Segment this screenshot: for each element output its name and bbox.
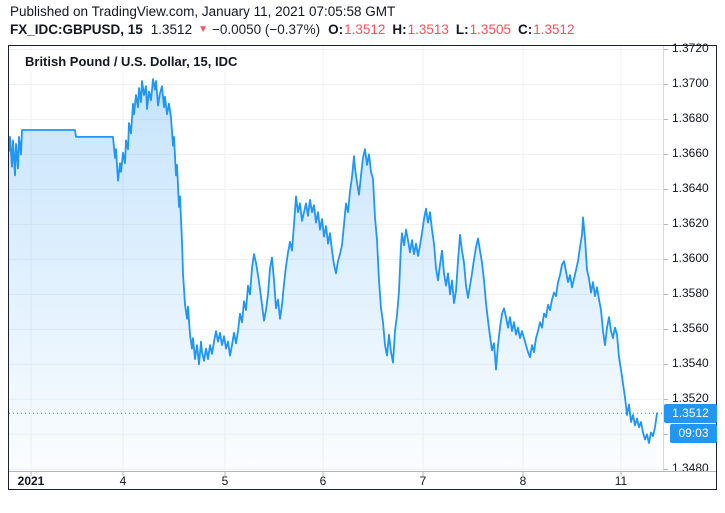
x-axis-tick <box>620 472 622 476</box>
area-series-layer <box>9 46 663 471</box>
x-axis-tick <box>30 472 32 476</box>
y-axis-tick <box>664 189 668 190</box>
ohlc-key: O: <box>328 22 344 37</box>
y-axis-label: 1.3560 <box>672 321 709 335</box>
ohlc-key: H: <box>392 22 407 37</box>
ohlc-key: C: <box>517 22 533 37</box>
price-line-series <box>9 78 658 444</box>
x-axis-label: 2021 <box>17 474 45 488</box>
quote-line: FX_IDC:GBPUSD, 15 1.3512 ▼ −0.0050 (−0.3… <box>10 21 720 39</box>
price-change: −0.0050 (−0.37%) <box>211 22 321 37</box>
time-axis[interactable]: 2021 4 5 6 7 8 11 <box>9 471 716 489</box>
ohlc-value: 1.3513 <box>407 22 449 37</box>
x-axis-label: 4 <box>119 474 127 488</box>
symbol-name: FX_IDC:GBPUSD, 15 <box>10 22 143 37</box>
price-area-fill <box>9 79 657 471</box>
y-axis-tick <box>664 49 668 50</box>
x-axis-label: 7 <box>419 474 427 488</box>
down-triangle-icon: ▼ <box>198 24 208 35</box>
y-axis-tick <box>664 294 668 295</box>
last-price: 1.3512 <box>150 22 193 37</box>
y-axis-label: 1.3520 <box>672 391 709 405</box>
snapshot-header: Published on TradingView.com, January 11… <box>10 3 720 39</box>
y-axis-tick <box>664 84 668 85</box>
ohlc-pair: H: 1.3513 <box>392 21 449 39</box>
y-axis-tick <box>664 119 668 120</box>
x-axis-label: 8 <box>519 474 527 488</box>
chart-svg <box>9 46 663 471</box>
y-axis-label: 1.3720 <box>672 41 709 55</box>
y-axis-label: 1.3700 <box>672 76 709 90</box>
price-axis[interactable]: 1.34801.35001.35201.35401.35601.35801.36… <box>663 41 717 475</box>
x-axis-tick <box>522 472 524 476</box>
current-price-badge: 1.3512 <box>664 404 717 423</box>
x-axis-tick <box>122 472 124 476</box>
ohlc-values: O: 1.3512 H: 1.3513 L: 1.3505 C: 1.3512 <box>328 21 581 39</box>
ohlc-pair: L: 1.3505 <box>456 21 511 39</box>
y-axis-label: 1.3680 <box>672 111 709 125</box>
y-axis-tick <box>664 434 668 435</box>
ohlc-value: 1.3505 <box>469 22 511 37</box>
y-axis-tick <box>664 329 668 330</box>
x-axis-label: 11 <box>614 474 628 488</box>
x-axis-tick <box>422 472 424 476</box>
x-axis-tick <box>224 472 226 476</box>
y-axis-tick <box>664 259 668 260</box>
y-axis-label: 1.3540 <box>672 356 709 370</box>
y-axis-label: 1.3600 <box>672 251 709 265</box>
x-axis-label: 5 <box>221 474 229 488</box>
x-axis-label: 6 <box>319 474 327 488</box>
chart-frame: British Pound / U.S. Dollar, 15, IDC 1.3… <box>8 41 717 490</box>
ohlc-value: 1.3512 <box>533 22 575 37</box>
y-axis-label: 1.3640 <box>672 181 709 195</box>
y-axis-label: 1.3620 <box>672 216 709 230</box>
chart-legend-title: British Pound / U.S. Dollar, 15, IDC <box>18 52 245 72</box>
ohlc-value: 1.3512 <box>344 22 386 37</box>
ohlc-pair: O: 1.3512 <box>328 21 385 39</box>
y-axis-label: 1.3580 <box>672 286 709 300</box>
y-axis-tick <box>664 224 668 225</box>
ohlc-pair: C: 1.3512 <box>518 21 575 39</box>
y-axis-label: 1.3660 <box>672 146 709 160</box>
bar-countdown-badge: 09:03 <box>670 424 717 443</box>
x-axis-tick <box>322 472 324 476</box>
ohlc-key: L: <box>455 22 469 37</box>
published-line: Published on TradingView.com, January 11… <box>10 4 396 19</box>
y-axis-tick <box>664 399 668 400</box>
y-axis-tick <box>664 469 668 470</box>
price-chart-canvas[interactable]: British Pound / U.S. Dollar, 15, IDC <box>9 46 663 471</box>
y-axis-tick <box>664 154 668 155</box>
y-axis-tick <box>664 364 668 365</box>
